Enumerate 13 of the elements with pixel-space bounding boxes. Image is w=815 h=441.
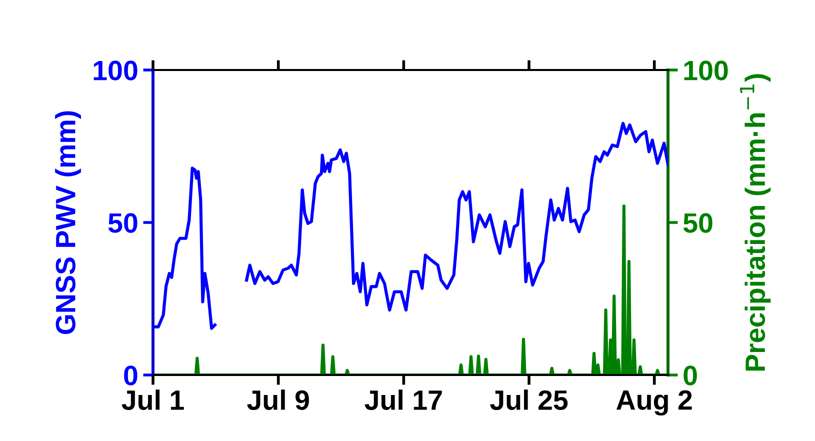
y2-tick-label: 50 (683, 213, 712, 233)
y2-axis-title: Precipitation (mm·h$^{−1}$) (740, 74, 771, 371)
x-tick-label: Jul 1 (122, 390, 184, 410)
x-tick-label: Jul 25 (490, 390, 568, 410)
x-tick-label: Aug 2 (616, 390, 692, 416)
y2-tick-label: 100 (684, 60, 728, 80)
y2-tick-label: 0 (684, 366, 697, 386)
x-tick-label: Jul 17 (364, 390, 442, 410)
y-tick-label: 100 (94, 60, 138, 80)
y-tick-label: 50 (108, 213, 138, 233)
y-axis-title: GNSS PWV (mm) (55, 111, 81, 334)
x-tick-label: Jul 9 (247, 390, 309, 410)
y-tick-label: 0 (124, 366, 138, 386)
